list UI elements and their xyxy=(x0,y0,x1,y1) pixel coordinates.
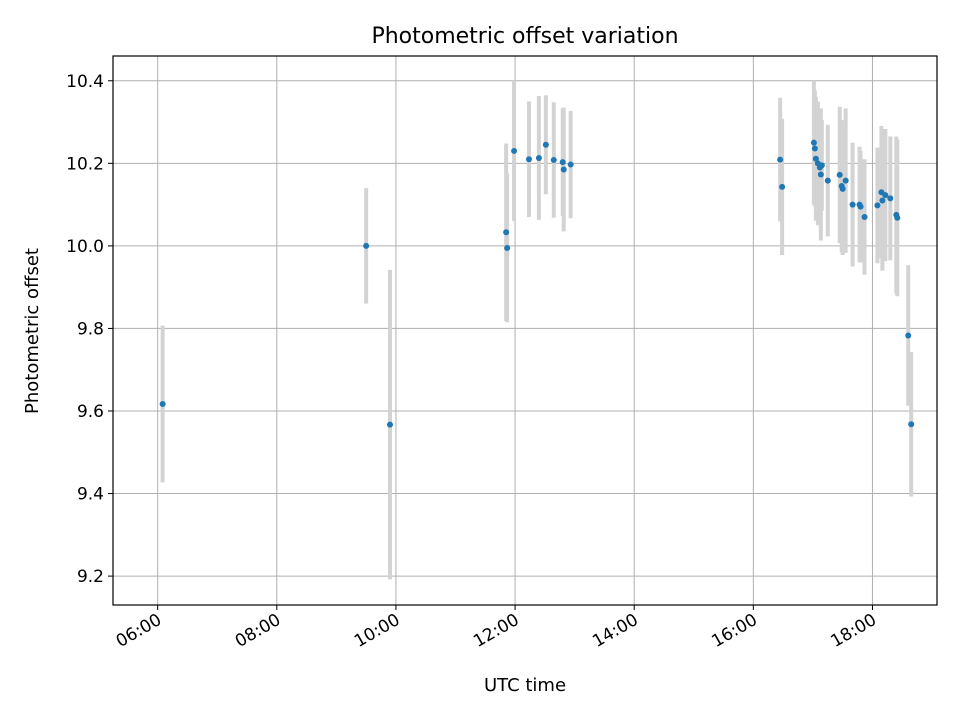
data-point xyxy=(839,185,846,192)
data-point xyxy=(894,214,901,221)
data-point xyxy=(810,139,817,146)
data-point xyxy=(811,145,818,152)
chart-title: Photometric offset variation xyxy=(371,24,678,49)
y-tick-label: 9.4 xyxy=(77,485,104,505)
y-tick-label: 9.2 xyxy=(77,567,104,587)
data-point xyxy=(861,213,868,220)
data-point xyxy=(887,195,894,202)
data-point xyxy=(857,203,864,210)
data-point xyxy=(386,421,393,428)
x-axis: 06:00 08:00 10:00 12:00 14:00 16:00 18:00 xyxy=(113,605,880,652)
x-tick-label: 12:00 xyxy=(470,610,522,652)
data-point xyxy=(542,141,549,148)
x-tick-label: 10:00 xyxy=(351,610,403,652)
data-point xyxy=(905,332,912,339)
data-point xyxy=(879,197,886,204)
data-point xyxy=(817,171,824,178)
data-point xyxy=(535,154,542,161)
x-tick-label: 14:00 xyxy=(589,610,641,652)
data-point xyxy=(560,166,567,173)
error-bars xyxy=(160,80,914,580)
y-tick-label: 10.4 xyxy=(66,72,104,92)
plot-area xyxy=(112,55,938,606)
y-axis: 9.2 9.4 9.6 9.8 10.0 10.2 10.4 xyxy=(66,72,113,587)
data-point xyxy=(849,201,856,208)
y-tick-label: 10.2 xyxy=(66,154,104,174)
x-tick-label: 16:00 xyxy=(708,610,760,652)
x-tick-label: 18:00 xyxy=(828,610,880,652)
data-point xyxy=(567,161,574,168)
data-point xyxy=(504,244,511,251)
data-point xyxy=(779,183,786,190)
y-tick-label: 10.0 xyxy=(66,237,104,257)
data-point xyxy=(818,162,825,169)
data-point xyxy=(882,192,889,199)
data-point xyxy=(812,155,819,162)
data-point xyxy=(525,156,532,163)
data-point xyxy=(550,157,557,164)
data-point xyxy=(363,242,370,249)
data-point xyxy=(908,421,915,428)
x-axis-label: UTC time xyxy=(484,675,566,696)
data-point xyxy=(874,202,881,209)
data-point xyxy=(777,156,784,163)
data-point xyxy=(824,177,831,184)
data-point xyxy=(159,400,166,407)
y-tick-label: 9.6 xyxy=(77,402,104,422)
grid xyxy=(113,56,937,605)
data-point xyxy=(842,177,849,184)
data-point xyxy=(511,147,518,154)
x-tick-label: 06:00 xyxy=(113,610,165,652)
y-axis-label: Photometric offset xyxy=(22,248,43,414)
data-point xyxy=(503,229,510,236)
data-point xyxy=(559,159,566,166)
data-points xyxy=(159,139,915,428)
data-point xyxy=(836,171,843,178)
y-tick-label: 9.8 xyxy=(77,319,104,339)
x-tick-label: 08:00 xyxy=(232,610,284,652)
